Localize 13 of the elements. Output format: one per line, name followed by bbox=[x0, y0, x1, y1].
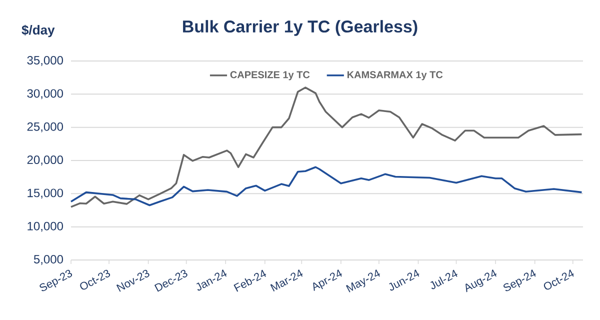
legend-label: KAMSARMAX 1y TC bbox=[347, 71, 443, 80]
y-tick-label: 5,000 bbox=[34, 255, 64, 265]
chart-title: Bulk Carrier 1y TC (Gearless) bbox=[183, 20, 418, 36]
y-tick-label: 10,000 bbox=[28, 222, 64, 232]
y-tick-label: 20,000 bbox=[27, 156, 64, 166]
legend-label: CAPESIZE 1y TC bbox=[230, 71, 310, 80]
y-tick-label: 35,000 bbox=[27, 56, 64, 66]
y-tick-label: 30,000 bbox=[27, 89, 64, 100]
y-axis-title: $/day bbox=[22, 24, 55, 38]
y-tick-label: 15,000 bbox=[28, 188, 64, 199]
y-tick-label: 25,000 bbox=[27, 122, 64, 132]
line-series bbox=[70, 166, 583, 206]
line-series bbox=[70, 86, 583, 208]
